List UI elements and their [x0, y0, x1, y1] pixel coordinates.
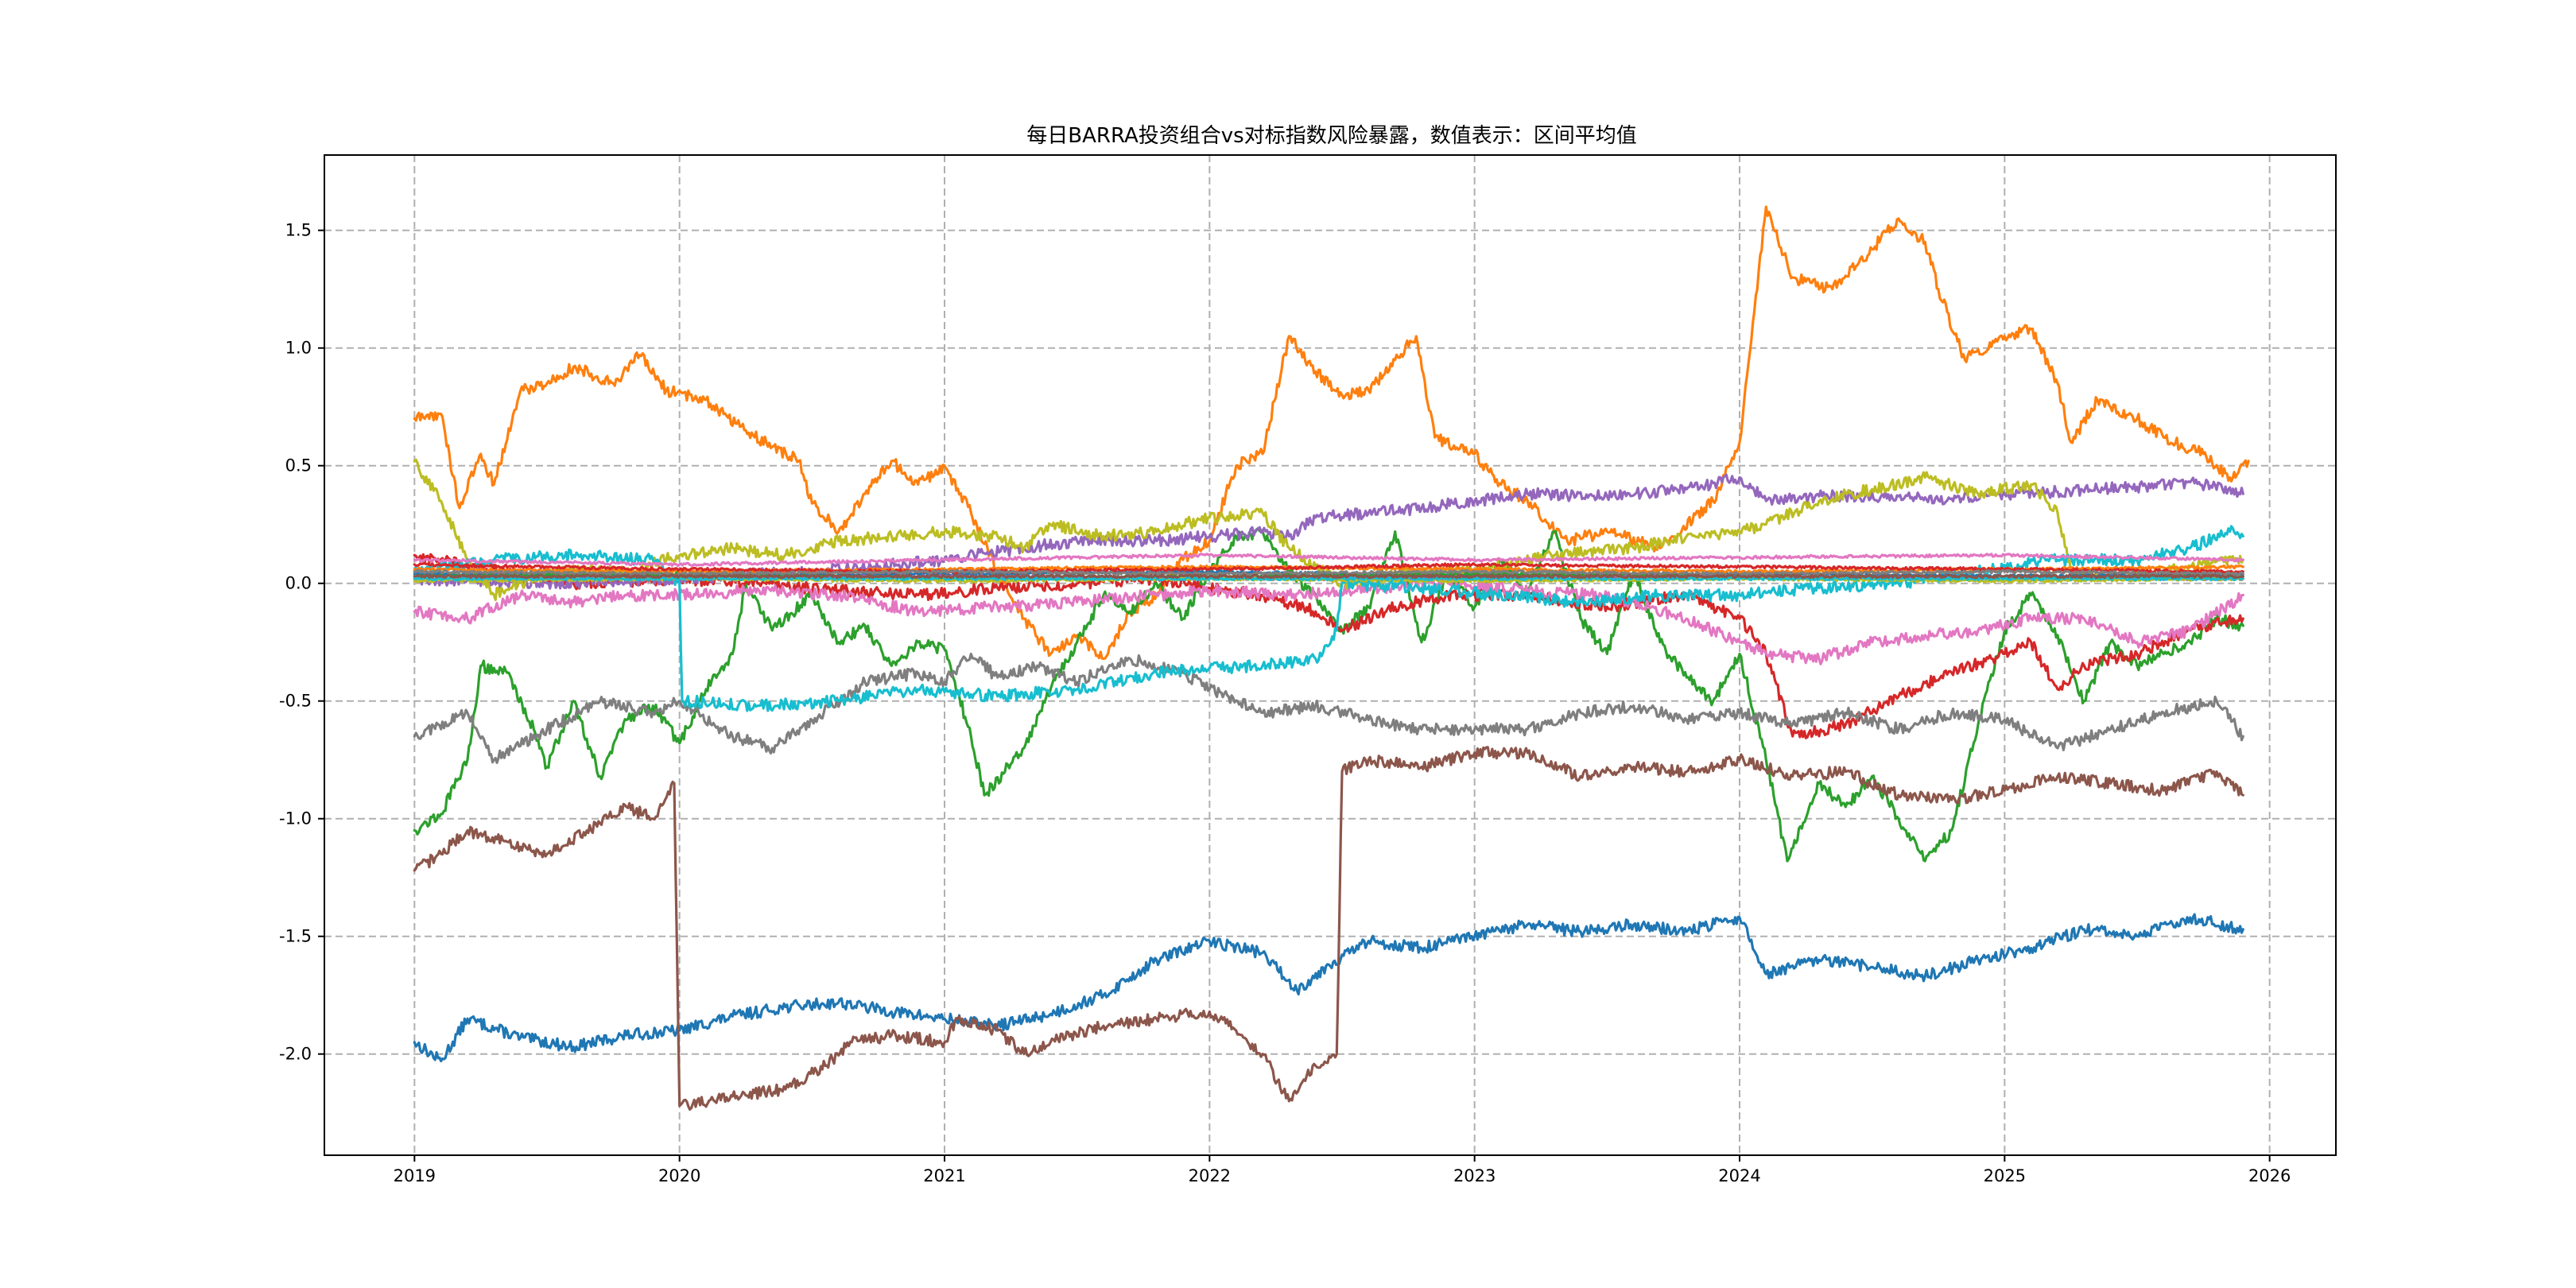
x-tick-label: 2026: [2248, 1166, 2291, 1185]
y-tick-label: -0.5: [279, 692, 312, 711]
x-tick-label: 2020: [658, 1166, 700, 1185]
series-line: [413, 652, 2244, 764]
x-tick-label: 2022: [1189, 1166, 1231, 1185]
x-tick-label: 2021: [923, 1166, 965, 1185]
y-axis: -2.0 -1.5 -1.0 -0.5 0.0 0.5 1.0 1.5: [279, 221, 324, 1064]
x-axis: 2019 2020 2021 2022 2023 2024 2025 2026: [394, 1155, 2291, 1185]
grid: [324, 155, 2336, 1155]
y-tick-label: 0.5: [285, 456, 312, 475]
y-tick-label: 1.5: [285, 221, 312, 240]
y-tick-label: 0.0: [285, 574, 312, 593]
series-line: [413, 568, 2244, 577]
series-line: [413, 573, 2244, 580]
series-line: [413, 526, 2244, 863]
x-tick-label: 2025: [1984, 1166, 2026, 1185]
y-tick-label: 1.0: [285, 339, 312, 358]
series-line: [413, 746, 2244, 1111]
axes-frame: [324, 154, 2337, 1156]
chart-title: 每日BARRA投资组合vs对标指数风险暴露，数值表示：区间平均值: [1026, 124, 1636, 148]
x-tick-label: 2023: [1453, 1166, 1496, 1185]
x-tick-label: 2024: [1718, 1166, 1760, 1185]
series-line: [413, 562, 2244, 575]
series-line: [413, 577, 2244, 665]
x-tick-label: 2019: [394, 1166, 436, 1185]
y-tick-label: -2.0: [279, 1045, 312, 1064]
plot-area: [413, 205, 2250, 1111]
series-line: [413, 205, 2250, 660]
series-line: [413, 913, 2244, 1063]
y-tick-label: -1.5: [279, 927, 312, 946]
series-line: [413, 553, 2244, 568]
y-tick-label: -1.0: [279, 809, 312, 828]
